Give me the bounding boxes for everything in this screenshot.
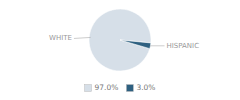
legend-swatch [126,85,133,92]
legend-item: 97.0% [85,83,119,92]
annotation: HISPANIC [167,42,200,50]
legend-label: 3.0% [136,83,155,92]
leader-line [150,45,164,46]
legend: 97.0% 3.0% [85,83,156,92]
legend-swatch [85,85,92,92]
annotations: WHITE HISPANIC [49,34,199,49]
legend-item: 3.0% [126,83,155,92]
pie [89,9,151,71]
leader-line [74,37,91,38]
legend-label: 97.0% [95,83,119,92]
annotation: WHITE [49,34,72,42]
chart: WHITE HISPANIC 97.0% 3.0% [0,0,240,100]
pie-slice [89,9,151,71]
pie-slice [120,40,151,49]
